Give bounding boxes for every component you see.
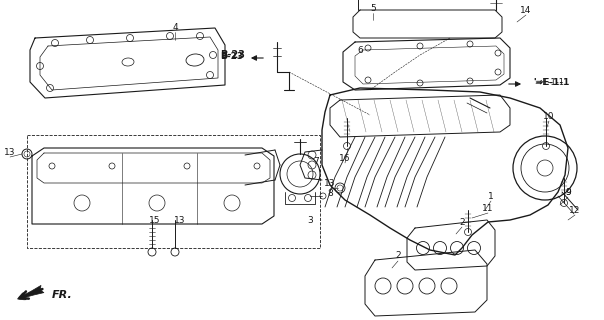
Text: 9: 9: [565, 188, 571, 196]
Text: '⇒E-1-1: '⇒E-1-1: [533, 77, 569, 86]
Text: 15: 15: [149, 215, 161, 225]
Text: 2: 2: [395, 252, 401, 260]
Text: 4: 4: [172, 22, 178, 31]
Text: 6: 6: [357, 45, 363, 54]
Text: 11: 11: [482, 204, 493, 212]
Text: 3: 3: [307, 215, 313, 225]
Text: 12: 12: [570, 205, 580, 214]
Text: 10: 10: [543, 111, 554, 121]
Text: B-23: B-23: [220, 52, 243, 60]
Text: FR.: FR.: [51, 290, 72, 300]
Text: 13: 13: [174, 215, 186, 225]
Text: 16: 16: [339, 154, 351, 163]
Text: '⇒E-1-1: '⇒E-1-1: [533, 77, 565, 86]
Text: 1: 1: [488, 191, 494, 201]
Text: 13: 13: [4, 148, 16, 156]
Text: B-23: B-23: [220, 50, 245, 60]
Text: 5: 5: [370, 4, 376, 12]
Text: 2: 2: [459, 218, 465, 227]
Text: 9: 9: [565, 188, 571, 196]
Text: 8: 8: [327, 188, 333, 197]
Text: 7: 7: [313, 156, 319, 165]
Text: 13: 13: [324, 179, 336, 188]
Text: 14: 14: [520, 5, 532, 14]
